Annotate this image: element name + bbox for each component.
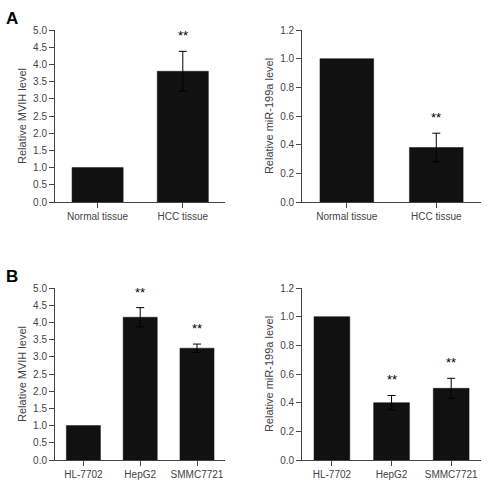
svg-text:SMMC7721: SMMC7721 [171, 469, 224, 480]
svg-text:Relative miR-199a level: Relative miR-199a level [263, 316, 275, 432]
svg-text:**: ** [387, 372, 397, 387]
svg-text:0.4: 0.4 [280, 139, 294, 150]
svg-text:1.2: 1.2 [280, 283, 294, 294]
svg-text:3.5: 3.5 [33, 334, 47, 345]
svg-text:Normal tissue: Normal tissue [316, 211, 378, 222]
svg-text:HL-7702: HL-7702 [64, 469, 103, 480]
svg-text:Relative MVIH level: Relative MVIH level [16, 68, 28, 164]
svg-text:HCC tissue: HCC tissue [158, 211, 209, 222]
svg-text:2.0: 2.0 [33, 386, 47, 397]
svg-text:**: ** [178, 28, 188, 43]
svg-text:1.5: 1.5 [33, 403, 47, 414]
svg-text:0.2: 0.2 [280, 168, 294, 179]
svg-text:Normal tissue: Normal tissue [67, 211, 129, 222]
svg-text:5.0: 5.0 [33, 25, 47, 36]
svg-text:2.5: 2.5 [33, 369, 47, 380]
svg-text:0.0: 0.0 [33, 455, 47, 466]
svg-text:0.0: 0.0 [280, 197, 294, 208]
svg-text:3.0: 3.0 [33, 93, 47, 104]
svg-text:HepG2: HepG2 [376, 469, 408, 480]
svg-text:1.0: 1.0 [280, 311, 294, 322]
svg-text:0.5: 0.5 [33, 437, 47, 448]
svg-text:**: ** [192, 321, 202, 336]
svg-text:5.0: 5.0 [33, 283, 47, 294]
svg-text:SMMC7721: SMMC7721 [425, 469, 478, 480]
svg-text:0.6: 0.6 [280, 369, 294, 380]
svg-text:4.0: 4.0 [33, 59, 47, 70]
svg-text:**: ** [135, 285, 145, 300]
svg-text:1.2: 1.2 [280, 25, 294, 36]
svg-text:0.8: 0.8 [280, 82, 294, 93]
svg-text:HCC tissue: HCC tissue [411, 211, 462, 222]
svg-text:Relative MVIH level: Relative MVIH level [16, 326, 28, 422]
svg-text:0.6: 0.6 [280, 111, 294, 122]
svg-text:1.0: 1.0 [33, 162, 47, 173]
svg-text:2.0: 2.0 [33, 128, 47, 139]
svg-text:3.0: 3.0 [33, 351, 47, 362]
svg-text:1.5: 1.5 [33, 145, 47, 156]
svg-text:2.5: 2.5 [33, 111, 47, 122]
svg-text:Relative miR-199a level: Relative miR-199a level [263, 58, 275, 174]
svg-text:0.2: 0.2 [280, 426, 294, 437]
svg-text:1.0: 1.0 [33, 420, 47, 431]
svg-text:0.0: 0.0 [280, 455, 294, 466]
svg-text:1.0: 1.0 [280, 53, 294, 64]
svg-text:**: ** [431, 110, 441, 125]
svg-text:B: B [6, 267, 18, 286]
svg-text:0.8: 0.8 [280, 340, 294, 351]
svg-text:HL-7702: HL-7702 [313, 469, 352, 480]
svg-text:HepG2: HepG2 [124, 469, 156, 480]
svg-text:3.5: 3.5 [33, 76, 47, 87]
svg-text:0.0: 0.0 [33, 197, 47, 208]
svg-text:0.4: 0.4 [280, 397, 294, 408]
svg-text:4.5: 4.5 [33, 300, 47, 311]
svg-text:4.5: 4.5 [33, 42, 47, 53]
svg-text:**: ** [446, 355, 456, 370]
svg-text:0.5: 0.5 [33, 179, 47, 190]
svg-text:A: A [6, 9, 18, 28]
svg-text:4.0: 4.0 [33, 317, 47, 328]
